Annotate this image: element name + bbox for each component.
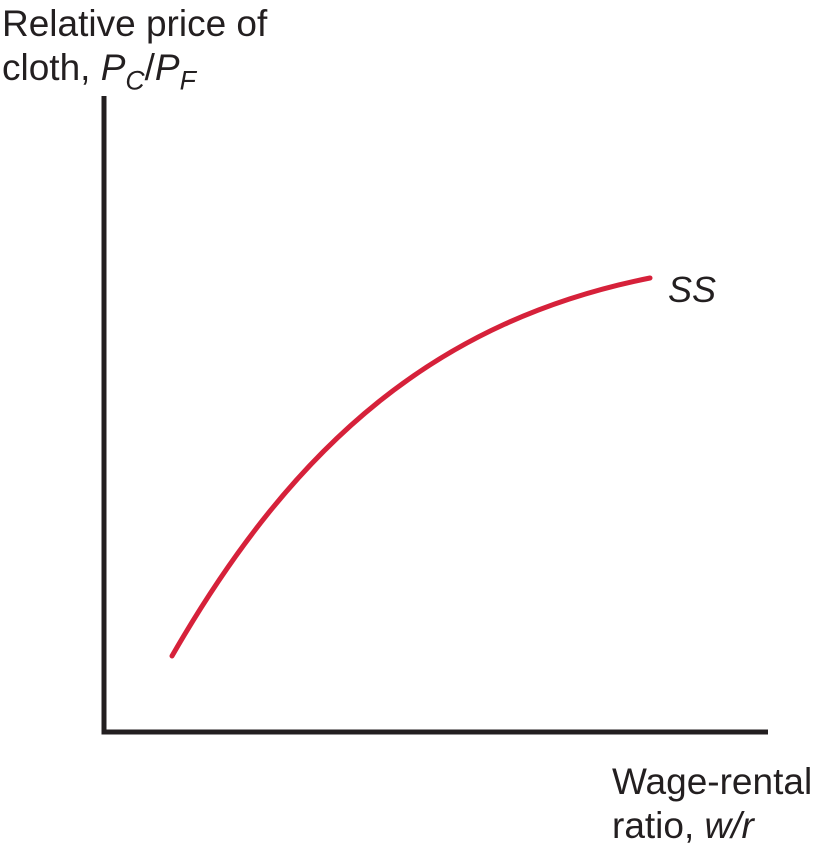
ss-curve-label: SS: [668, 269, 716, 310]
x-axis-label: Wage-rental ratio, w/r: [612, 760, 812, 848]
y-axis-sub-c: C: [125, 65, 145, 96]
x-axis-label-prefix: ratio,: [612, 805, 705, 846]
x-axis-label-line2: ratio, w/r: [612, 804, 812, 848]
y-axis-slash: /: [144, 47, 155, 88]
y-axis-label-prefix: cloth,: [2, 47, 101, 88]
y-axis-sub-f: F: [179, 65, 196, 96]
y-axis-label: Relative price of cloth, PC/PF: [2, 2, 268, 94]
x-axis-var: w/r: [704, 805, 754, 846]
y-axis-var-p-f: P: [154, 47, 180, 88]
y-axis-var-p-c: P: [100, 47, 126, 88]
y-axis-label-line2: cloth, PC/PF: [2, 46, 267, 94]
ss-curve: [169, 275, 653, 659]
x-axis-label-line1: Wage-rental: [612, 761, 813, 802]
y-axis-label-line1: Relative price of: [2, 3, 268, 44]
